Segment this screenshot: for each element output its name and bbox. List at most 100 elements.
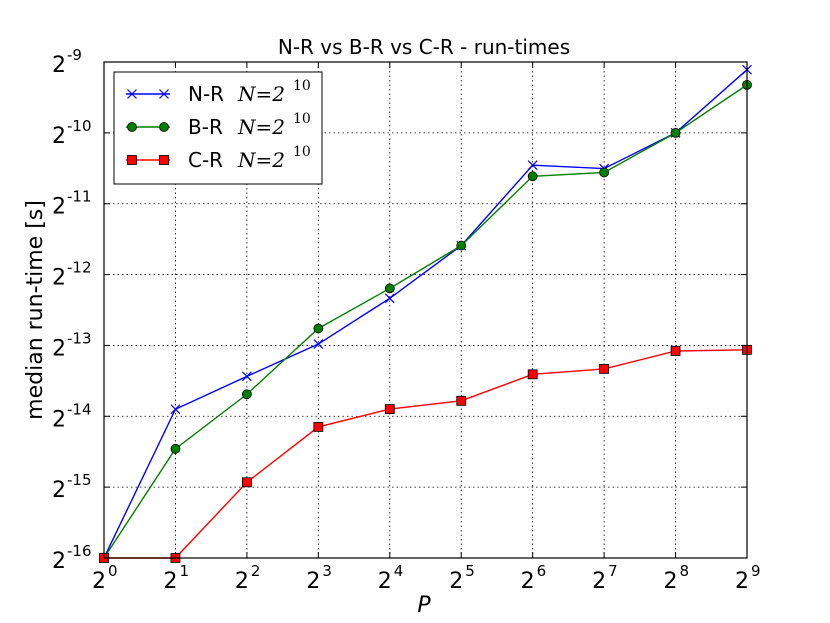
legend-marker (127, 155, 137, 165)
y-tick-base: 2 (52, 195, 66, 220)
y-tick-label: 2 -10 (52, 117, 92, 149)
data-point-b-r (599, 167, 610, 178)
y-tick-exp: -16 (67, 542, 92, 560)
x-tick-exp: 8 (680, 562, 690, 580)
y-tick-label: 2 -9 (52, 46, 82, 78)
x-tick-exp: 9 (751, 562, 761, 580)
x-tick-base: 2 (592, 569, 606, 594)
y-tick-exp: -13 (67, 329, 92, 347)
y-tick-label: 2 -16 (52, 542, 92, 574)
data-point-n-r (313, 339, 324, 349)
legend-label: B-R (188, 115, 223, 139)
x-tick-exp: 0 (108, 562, 118, 580)
legend-marker (159, 155, 169, 165)
y-tick-exp: -11 (67, 188, 92, 206)
x-tick-base: 2 (92, 569, 106, 594)
y-tick-label: 2 -11 (52, 188, 92, 220)
x-tick-exp: 3 (322, 562, 332, 580)
data-point-b-r (670, 127, 681, 138)
y-tick-label: 2 -15 (52, 471, 92, 503)
data-point-c-r (599, 364, 610, 374)
y-tick-exp: -14 (67, 400, 92, 418)
data-point-b-r (384, 283, 395, 294)
chart-title: N-R vs B-R vs C-R - run-times (278, 35, 570, 59)
data-point-c-r (456, 395, 467, 406)
y-tick-exp: -9 (67, 46, 82, 64)
x-tick-exp: 5 (465, 562, 475, 580)
x-tick-exp: 2 (251, 562, 261, 580)
legend-entry-c-r: C-R N=2 10 (126, 144, 311, 172)
legend-math-exp: 10 (293, 111, 311, 127)
legend-entry-b-r: B-R N=2 10 (126, 111, 311, 139)
y-tick-base: 2 (52, 266, 66, 291)
plot-frame (103, 61, 748, 559)
series-line-c-r (104, 349, 748, 559)
y-tick-exp: -15 (67, 471, 92, 489)
x-tick-base: 2 (449, 569, 463, 594)
x-tick-base: 2 (163, 569, 177, 594)
x-tick-exp: 7 (608, 562, 618, 580)
data-point-n-r (527, 160, 538, 171)
y-tick-base: 2 (52, 407, 66, 432)
legend-math: N=2 (237, 148, 285, 172)
x-tick-base: 2 (521, 569, 535, 594)
series-line-b-r (103, 84, 748, 559)
x-axis-label: P (417, 593, 431, 618)
x-tick-exp: 1 (179, 562, 189, 580)
legend-marker (159, 122, 169, 132)
data-point-c-r (670, 346, 681, 356)
y-tick-base: 2 (52, 53, 66, 78)
data-point-n-r (241, 371, 252, 382)
legend: N-R N=2 10 B-R N=2 10 C-R N=2 10 (113, 71, 323, 185)
data-point-b-r (241, 389, 252, 400)
grid (104, 62, 747, 558)
data-point-b-r (170, 443, 181, 454)
legend-marker (127, 89, 137, 99)
legend-entry-n-r: N-R N=2 10 (126, 78, 311, 106)
data-point-c-r (313, 422, 324, 432)
data-point-b-r (313, 323, 324, 334)
legend-math-exp: 10 (293, 144, 311, 160)
legend-label: N-R (188, 82, 224, 106)
legend-box (113, 71, 323, 185)
legend-marker (159, 89, 169, 99)
legend-marker (127, 122, 137, 132)
series-line-n-r (103, 69, 748, 559)
x-tick-exp: 4 (394, 562, 404, 580)
y-tick-label: 2 -13 (52, 329, 92, 361)
y-tick-label: 2 -12 (52, 259, 92, 291)
y-tick-exp: -12 (67, 259, 92, 277)
data-point-b-r (456, 240, 467, 251)
y-tick-base: 2 (52, 549, 66, 574)
series-n-r (99, 64, 752, 563)
legend-label: C-R (188, 148, 223, 172)
x-tick-base: 2 (664, 569, 678, 594)
y-tick-base: 2 (52, 478, 66, 503)
legend-math-exp: 10 (293, 78, 311, 94)
y-tick-label: 2 -14 (52, 400, 92, 432)
x-tick-base: 2 (378, 569, 392, 594)
legend-math: N=2 (237, 115, 285, 139)
y-axis-label: median run-time [s] (23, 200, 48, 420)
data-point-n-r (170, 404, 181, 415)
x-tick-base: 2 (235, 569, 249, 594)
x-tick-base: 2 (306, 569, 320, 594)
series-layer (99, 64, 752, 563)
y-tick-base: 2 (52, 124, 66, 149)
y-tick-exp: -10 (67, 117, 92, 135)
legend-math: N=2 (237, 82, 285, 106)
data-point-c-r (384, 404, 395, 414)
x-tick-base: 2 (735, 569, 749, 594)
x-tick-exp: 6 (537, 562, 547, 580)
